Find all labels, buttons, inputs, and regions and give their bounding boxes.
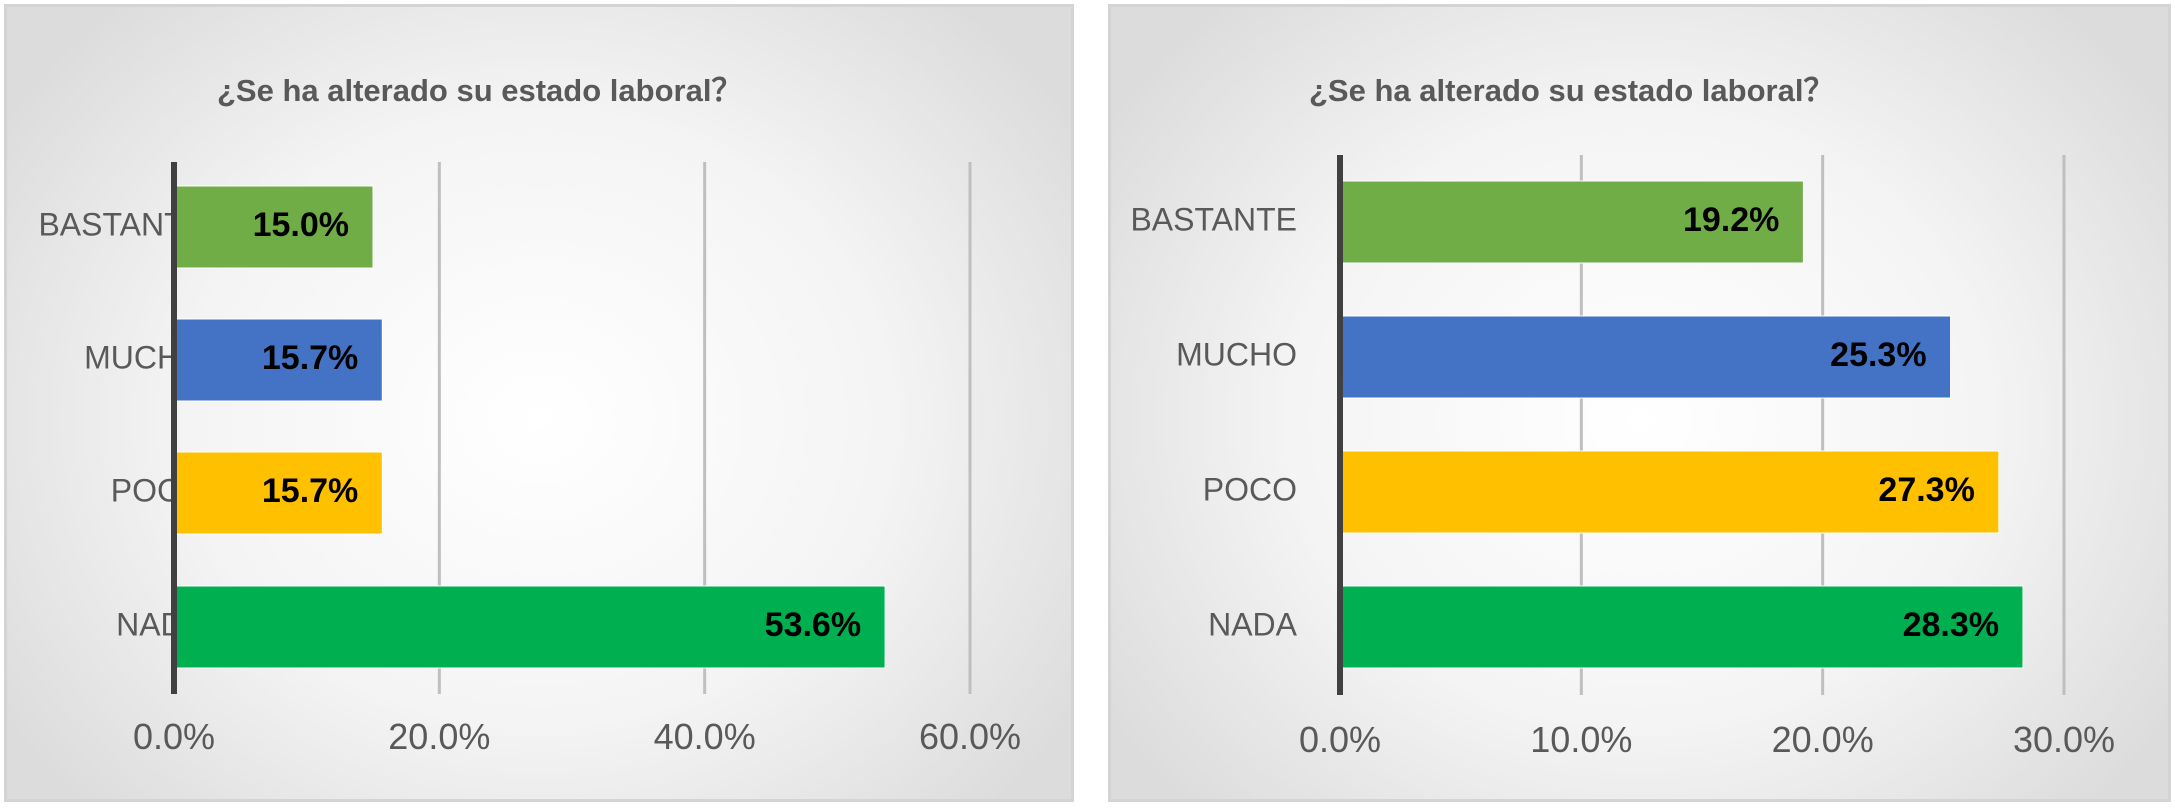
data-label: 19.2% (1683, 201, 1779, 239)
data-label: 53.6% (765, 606, 861, 644)
x-tick-label: 0.0% (133, 716, 215, 757)
bar (1339, 315, 1952, 399)
bar (173, 585, 886, 669)
x-tick-label: 0.0% (1299, 719, 1381, 760)
bar (1339, 450, 2000, 534)
data-label: 25.3% (1830, 336, 1926, 374)
data-label: 15.7% (262, 339, 358, 377)
bar (173, 185, 374, 269)
data-label: 27.3% (1878, 471, 1974, 509)
bar (173, 318, 383, 402)
data-label: 15.7% (262, 472, 358, 510)
chart-panel-right: ¿Se ha alterado su estado laboral？ 0.0% 1… (1108, 4, 2171, 802)
category-label: MUCHO (1176, 336, 1297, 372)
category-label: POCO (1203, 471, 1297, 507)
x-tick-label: 20.0% (388, 716, 490, 757)
bar (1339, 585, 2024, 669)
category-label: NADA (1208, 606, 1298, 642)
category-label: BASTANTE (1130, 201, 1297, 237)
x-tick-label: 60.0% (919, 716, 1021, 757)
data-label: 15.0% (253, 206, 349, 244)
bar (1339, 180, 1804, 264)
x-tick-label: 30.0% (2013, 719, 2115, 760)
data-label: 28.3% (1903, 606, 1999, 644)
chart-panel-left: ¿Se ha alterado su estado laboral？ 0.0% 2… (4, 4, 1074, 802)
bar-chart-right: 0.0% 10.0% 20.0% 30.0% BASTANTE 19.2% MUCHO 25.… (1130, 155, 2115, 760)
x-tick-label: 10.0% (1530, 719, 1632, 760)
x-tick-label: 40.0% (654, 716, 756, 757)
chart-title: ¿Se ha alterado su estado laboral？ (217, 73, 743, 108)
chart-title: ¿Se ha alterado su estado laboral？ (1309, 73, 1835, 108)
bar (173, 451, 383, 535)
x-tick-label: 20.0% (1772, 719, 1874, 760)
bar-chart-left: 0.0% 20.0% 40.0% 60.0%BASTANTE 15.0%MUCHO 15.… (38, 162, 1021, 757)
